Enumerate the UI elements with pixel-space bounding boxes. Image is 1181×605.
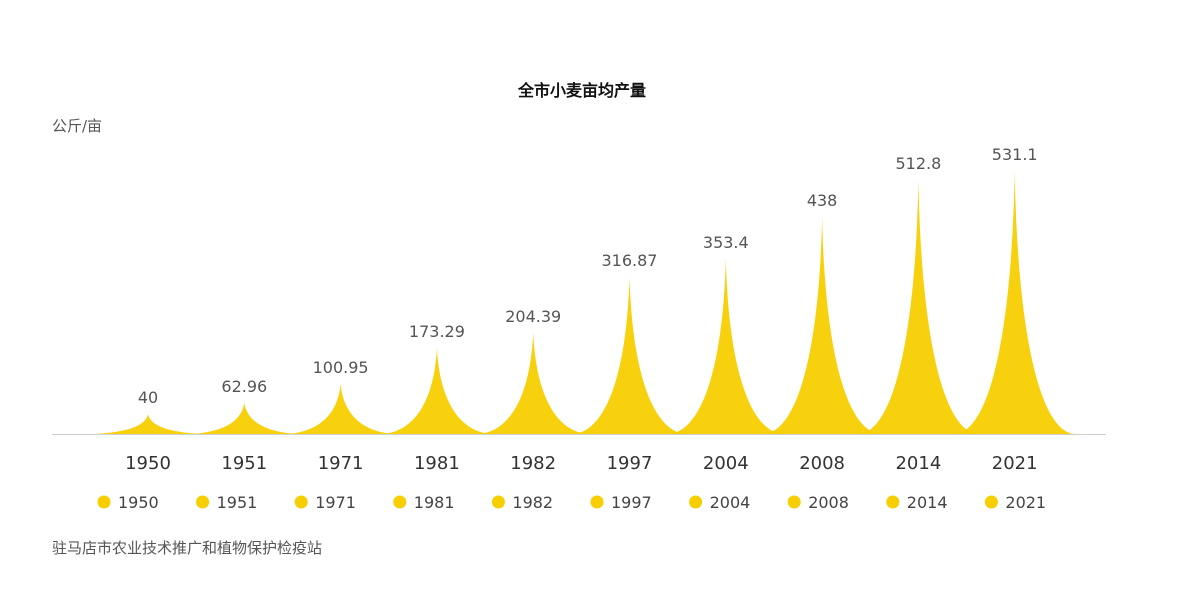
peak-1951 — [191, 402, 298, 434]
labels-layer: 40 1950 62.96 1951 100.95 1971 173.29 1981 204.3… — [125, 145, 1038, 474]
legend-item-1982[interactable]: 1982 — [491, 493, 553, 512]
legend-label-1950: 1950 — [118, 493, 159, 512]
y-axis-unit-label: 公斤/亩 — [52, 117, 102, 135]
legend-marker-1950 — [97, 495, 111, 509]
value-label-2021: 531.1 — [992, 145, 1038, 164]
category-label-2008: 2008 — [799, 453, 845, 474]
value-label-1951: 62.96 — [221, 377, 267, 396]
category-label-2004: 2004 — [703, 453, 749, 474]
legend-label-1951: 1951 — [217, 493, 258, 512]
legend-item-1997[interactable]: 1997 — [590, 493, 652, 512]
legend-item-1951[interactable]: 1951 — [196, 493, 257, 512]
value-label-2008: 438 — [807, 191, 838, 210]
peak-2008 — [763, 217, 881, 434]
value-label-1982: 204.39 — [505, 307, 561, 326]
peak-1971 — [287, 384, 395, 434]
peaks-layer — [95, 171, 1075, 434]
category-label-2021: 2021 — [992, 453, 1038, 474]
peak-2021 — [954, 171, 1075, 434]
peak-1982 — [478, 332, 589, 434]
legend-label-1981: 1981 — [414, 493, 455, 512]
legend-marker-2004 — [689, 495, 703, 509]
legend: 1950 1951 1971 1981 1982 1997 2004 2008 2014 2021 — [97, 493, 1046, 512]
value-label-1981: 173.29 — [409, 322, 465, 341]
value-label-2004: 353.4 — [703, 233, 749, 252]
peak-2004 — [668, 258, 784, 434]
value-label-2014: 512.8 — [895, 154, 941, 173]
chart-title: 全市小麦亩均产量 — [517, 81, 646, 100]
legend-item-1950[interactable]: 1950 — [97, 493, 159, 512]
legend-item-2004[interactable]: 2004 — [689, 493, 750, 512]
legend-label-1971: 1971 — [315, 493, 356, 512]
legend-item-1971[interactable]: 1971 — [294, 493, 356, 512]
category-label-1951: 1951 — [221, 453, 267, 474]
legend-label-2008: 2008 — [808, 493, 849, 512]
legend-marker-1981 — [393, 495, 407, 509]
legend-label-2004: 2004 — [710, 493, 751, 512]
peak-1997 — [572, 277, 687, 434]
category-label-1971: 1971 — [318, 453, 364, 474]
data-source: 驻马店市农业技术推广和植物保护检疫站 — [52, 539, 322, 557]
peak-2014 — [858, 180, 979, 434]
legend-item-2008[interactable]: 2008 — [787, 493, 849, 512]
legend-marker-2021 — [984, 495, 998, 509]
category-label-1950: 1950 — [125, 453, 171, 474]
legend-marker-2014 — [886, 495, 900, 509]
category-label-1981: 1981 — [414, 453, 460, 474]
category-label-1982: 1982 — [510, 453, 556, 474]
legend-item-2021[interactable]: 2021 — [984, 493, 1046, 512]
legend-marker-1997 — [590, 495, 604, 509]
category-label-1997: 1997 — [607, 453, 653, 474]
peak-1950 — [95, 414, 201, 434]
value-label-1971: 100.95 — [313, 358, 369, 377]
legend-marker-1971 — [294, 495, 308, 509]
value-label-1950: 40 — [138, 388, 158, 407]
legend-marker-1951 — [196, 495, 210, 509]
peak-1981 — [382, 348, 492, 434]
legend-label-1997: 1997 — [611, 493, 652, 512]
legend-label-1982: 1982 — [512, 493, 553, 512]
category-label-2014: 2014 — [895, 453, 941, 474]
legend-marker-1982 — [491, 495, 505, 509]
legend-item-1981[interactable]: 1981 — [393, 493, 455, 512]
legend-label-2014: 2014 — [907, 493, 948, 512]
legend-label-2021: 2021 — [1005, 493, 1046, 512]
legend-item-2014[interactable]: 2014 — [886, 493, 948, 512]
legend-marker-2008 — [787, 495, 801, 509]
value-label-1997: 316.87 — [602, 251, 658, 270]
